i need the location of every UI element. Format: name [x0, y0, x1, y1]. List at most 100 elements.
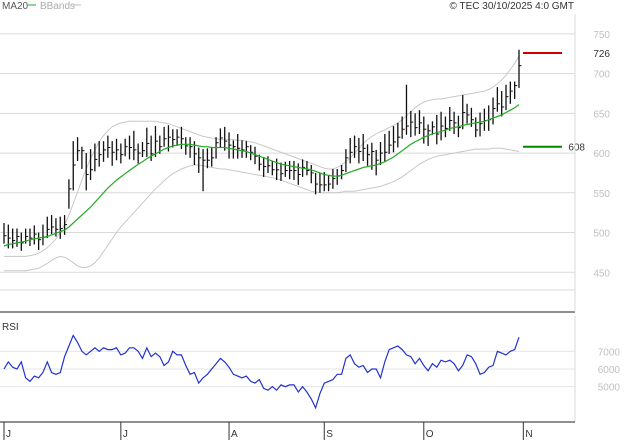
- ohlc-bar: [392, 126, 396, 153]
- ohlc-bar: [327, 175, 332, 192]
- ohlc-bar: [42, 224, 46, 246]
- rsi-tick-label: 7000: [598, 347, 621, 358]
- ohlc-bar: [397, 122, 401, 148]
- ohlc-bar: [345, 149, 349, 173]
- ohlc-bar: [146, 127, 150, 158]
- ohlc-bar: [172, 129, 176, 148]
- ohlc-bar: [310, 164, 314, 184]
- ohlc-bar: [63, 215, 68, 235]
- price-bars: [3, 49, 522, 251]
- ohlc-bar: [509, 81, 513, 104]
- ohlc-bar: [163, 126, 167, 147]
- ohlc-bar: [375, 149, 379, 176]
- ohlc-bar: [323, 172, 327, 192]
- copyright-text: © TEC 30/10/2025 4:0 GMT: [450, 1, 574, 12]
- ohlc-bar: [3, 222, 7, 244]
- ohlc-bar: [133, 130, 137, 161]
- ohlc-bar: [68, 179, 72, 209]
- time-axis-label: J: [123, 429, 128, 440]
- ohlc-bar: [211, 147, 215, 167]
- ohlc-bar: [410, 110, 414, 138]
- ohlc-bar: [33, 225, 37, 245]
- price-tick-label: 450: [593, 268, 610, 279]
- ohlc-bar: [59, 216, 63, 239]
- ohlc-bar: [228, 132, 232, 159]
- ohlc-bar: [46, 216, 50, 239]
- ohlc-bar: [496, 87, 500, 112]
- ohlc-bar: [219, 128, 223, 148]
- ohlc-bar: [462, 95, 466, 130]
- price-level-label: 726: [593, 49, 610, 60]
- rsi-path: [3, 334, 520, 410]
- ohlc-bar: [128, 135, 133, 160]
- ohlc-bar: [263, 157, 267, 177]
- ohlc-bar: [254, 146, 258, 165]
- ohlc-bar: [85, 153, 89, 191]
- price-level-label: 608: [568, 143, 585, 154]
- rsi-title: RSI: [2, 322, 19, 333]
- ohlc-bar: [340, 164, 345, 180]
- ohlc-bar: [384, 133, 388, 162]
- ohlc-bar: [405, 84, 409, 135]
- bbands-lower-line: [4, 147, 520, 272]
- ohlc-bar: [124, 138, 128, 157]
- legend-label-ma20: MA20: [2, 1, 29, 12]
- ohlc-bar: [418, 110, 422, 134]
- ohlc-bar: [241, 140, 245, 158]
- ohlc-bar: [81, 146, 85, 169]
- ohlc-bar: [293, 161, 297, 181]
- ohlc-bar: [107, 135, 111, 158]
- ohlc-bar: [362, 133, 366, 162]
- ohlc-bar: [50, 215, 55, 235]
- ohlc-bar: [401, 116, 405, 139]
- price-tick-label: 700: [593, 70, 610, 81]
- bollinger-bands: [4, 55, 520, 272]
- ohlc-bar: [349, 137, 353, 164]
- ohlc-bar: [150, 135, 154, 162]
- time-axis-label: O: [426, 429, 434, 440]
- ma20-path: [3, 104, 520, 247]
- ohlc-bar: [245, 141, 249, 158]
- ohlc-bar: [440, 111, 444, 141]
- ohlc-bar: [98, 141, 102, 167]
- ohlc-bar: [224, 126, 228, 151]
- ohlc-bar: [314, 172, 319, 195]
- ohlc-bar: [271, 161, 275, 176]
- time-axis-label: N: [525, 429, 532, 440]
- ma20-line: [3, 104, 520, 247]
- ohlc-bar: [12, 228, 16, 249]
- ohlc-bar: [466, 103, 470, 124]
- ohlc-bar: [198, 147, 202, 173]
- rsi-tick-label: 6000: [598, 365, 621, 376]
- ohlc-bar: [288, 161, 293, 180]
- price-tick-label: 550: [593, 189, 610, 200]
- ohlc-bar: [189, 137, 193, 158]
- rsi-tick-label: 5000: [598, 383, 621, 394]
- ohlc-bar: [501, 91, 505, 117]
- ohlc-bar: [202, 149, 206, 192]
- ohlc-bar: [332, 168, 336, 189]
- ohlc-bar: [479, 112, 483, 137]
- ohlc-bar: [180, 126, 184, 150]
- ohlc-bar: [518, 49, 522, 88]
- ohlc-bar: [431, 121, 435, 135]
- rsi-axis: 7000 6000 5000: [598, 347, 621, 393]
- ohlc-bar: [206, 148, 210, 169]
- ohlc-bar: [475, 117, 479, 138]
- ohlc-bar: [353, 135, 358, 158]
- ohlc-bar: [319, 172, 323, 193]
- ohlc-bar: [505, 84, 509, 111]
- ohlc-bar: [436, 114, 440, 145]
- ohlc-bar: [284, 161, 288, 177]
- price-tick-label: 500: [593, 229, 610, 240]
- ohlc-bar: [111, 141, 115, 166]
- ohlc-bar: [102, 141, 107, 162]
- price-grid: [0, 33, 575, 291]
- ohlc-bar: [16, 228, 20, 247]
- ohlc-bar: [137, 143, 141, 164]
- ohlc-bar: [336, 168, 340, 185]
- ohlc-bar: [366, 144, 371, 166]
- ohlc-bar: [258, 154, 262, 171]
